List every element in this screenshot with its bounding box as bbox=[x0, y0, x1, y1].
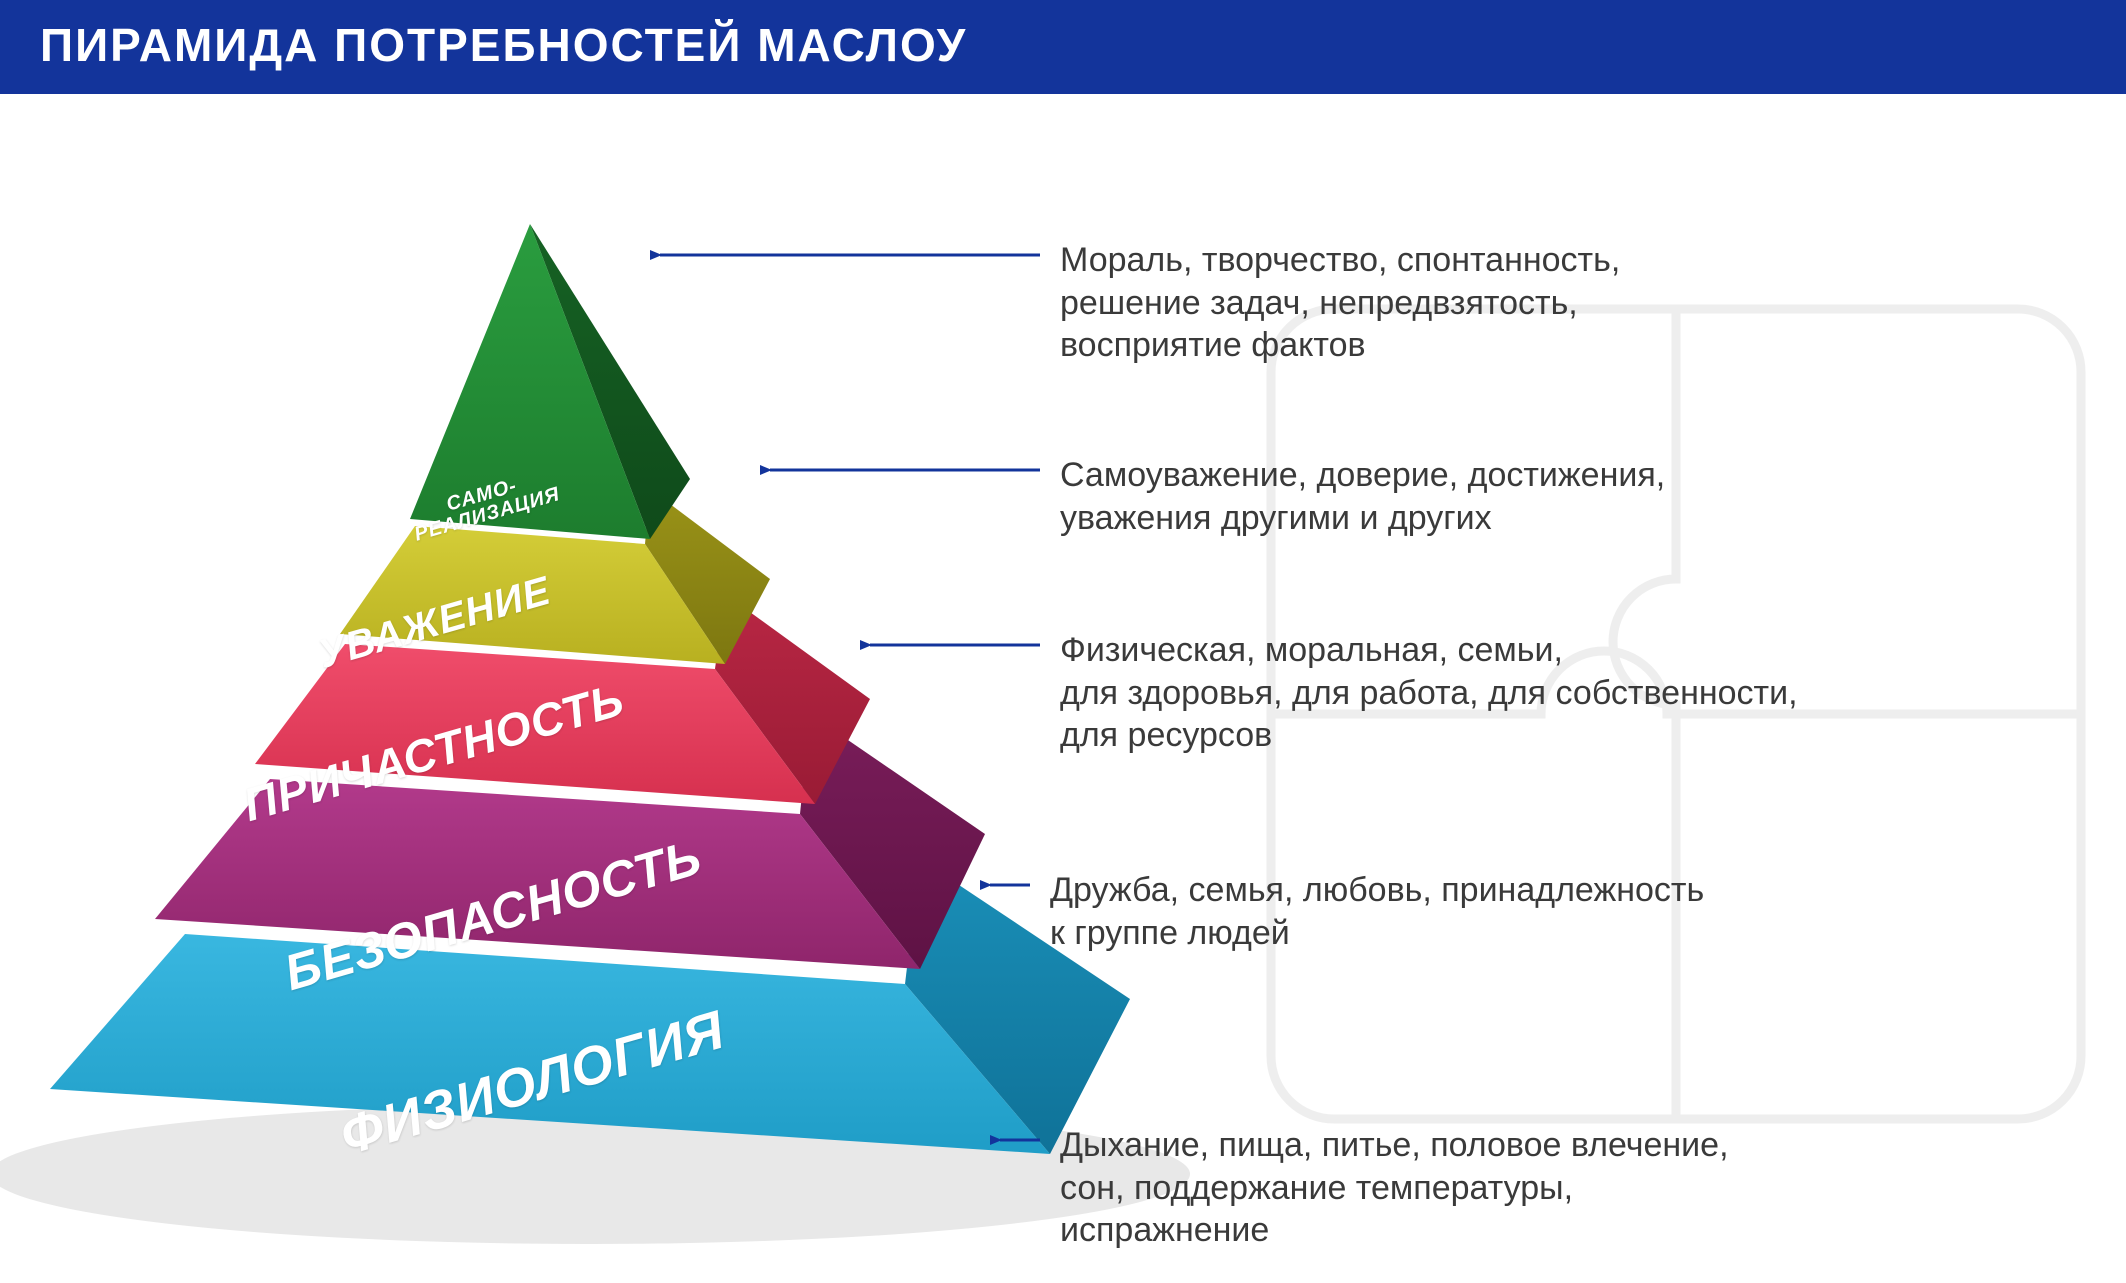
description-esteem: Самоуважение, доверие, достижения,уважен… bbox=[1060, 454, 1665, 539]
description-safety: Дружба, семья, любовь, принадлежностьк г… bbox=[1050, 869, 1704, 954]
diagram-stage: ФИЗИОЛОГИЯБЕЗОПАСНОСТЬПРИЧАСТНОСТЬУВАЖЕН… bbox=[0, 94, 2126, 1283]
description-belonging: Физическая, моральная, семьи,для здоровь… bbox=[1060, 629, 1798, 757]
header-bar: ПИРАМИДА ПОТРЕБНОСТЕЙ МАСЛОУ bbox=[0, 0, 2126, 94]
description-physiology: Дыхание, пища, питье, половое влечение,с… bbox=[1060, 1124, 1729, 1252]
page-title: ПИРАМИДА ПОТРЕБНОСТЕЙ МАСЛОУ bbox=[40, 19, 967, 71]
description-self_actualization: Мораль, творчество, спонтанность,решение… bbox=[1060, 239, 1620, 367]
